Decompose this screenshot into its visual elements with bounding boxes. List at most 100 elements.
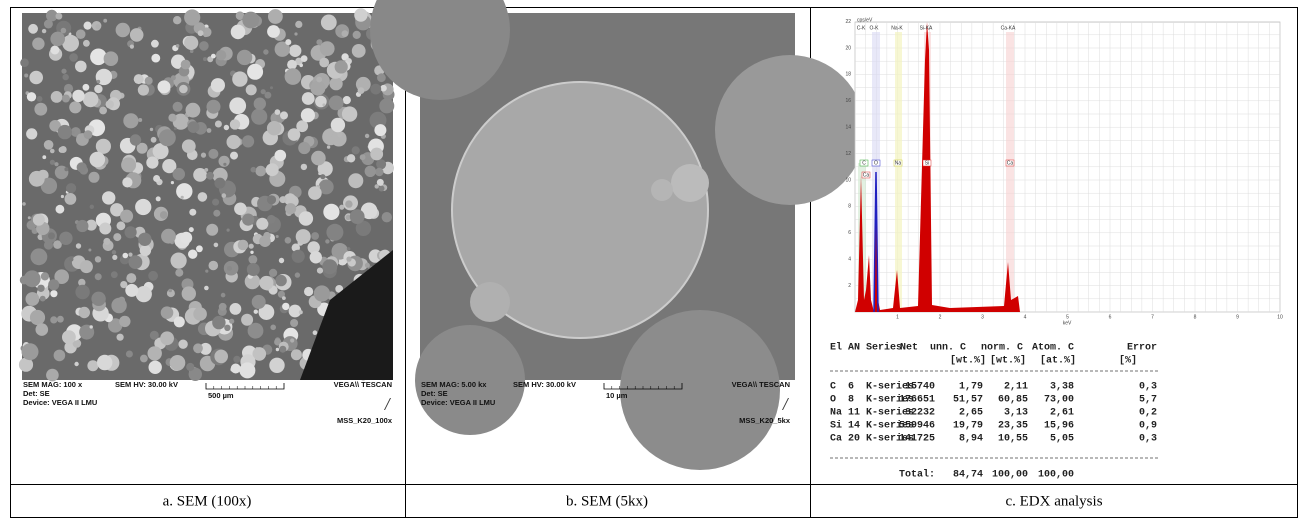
particle bbox=[275, 150, 287, 162]
particle bbox=[329, 96, 344, 111]
file-name: MSS_K20_100x bbox=[337, 416, 393, 425]
particle bbox=[97, 355, 112, 370]
particle bbox=[102, 191, 115, 204]
particle bbox=[299, 64, 303, 68]
table-cell: 32232 bbox=[905, 408, 935, 419]
particle bbox=[370, 84, 381, 95]
particle bbox=[249, 244, 254, 249]
particle bbox=[352, 44, 366, 58]
particle bbox=[347, 247, 351, 251]
y-unit: cps/eV bbox=[857, 17, 873, 23]
particle bbox=[65, 193, 77, 205]
particle bbox=[230, 152, 238, 160]
particle bbox=[168, 114, 176, 122]
x-tick-label: 1 bbox=[896, 314, 899, 320]
particle bbox=[48, 279, 59, 290]
particle bbox=[158, 80, 171, 93]
particle bbox=[241, 314, 253, 326]
particle bbox=[247, 64, 263, 80]
particle bbox=[61, 195, 64, 198]
table-cell: 5,05 bbox=[1050, 434, 1074, 445]
particle bbox=[150, 128, 153, 131]
particle bbox=[76, 220, 88, 232]
particle bbox=[135, 199, 151, 215]
line-label: C-K bbox=[857, 25, 866, 31]
particle bbox=[374, 124, 386, 136]
particle bbox=[270, 325, 276, 331]
particle bbox=[90, 205, 94, 209]
marker-label: O bbox=[874, 160, 878, 166]
particle bbox=[198, 192, 208, 202]
particle bbox=[382, 212, 392, 222]
sphere bbox=[470, 282, 510, 322]
x-tick-label: 6 bbox=[1109, 314, 1112, 320]
particle bbox=[377, 73, 386, 82]
particle bbox=[205, 270, 208, 273]
y-tick-label: 6 bbox=[848, 230, 851, 236]
particle bbox=[343, 96, 351, 104]
particle bbox=[44, 20, 53, 29]
particle bbox=[111, 298, 126, 313]
particle bbox=[314, 285, 330, 301]
particle bbox=[198, 30, 204, 36]
particle bbox=[69, 101, 81, 113]
particle bbox=[99, 107, 107, 115]
particle bbox=[151, 54, 160, 63]
grid bbox=[855, 22, 1280, 312]
particle bbox=[91, 292, 105, 306]
particle bbox=[289, 45, 301, 57]
particle bbox=[56, 205, 65, 214]
particle bbox=[42, 29, 46, 33]
particle bbox=[290, 338, 294, 342]
particle bbox=[117, 221, 126, 230]
table-cell: 2,61 bbox=[1050, 408, 1074, 419]
particle bbox=[299, 310, 303, 314]
particle bbox=[238, 240, 249, 251]
particle bbox=[57, 316, 64, 323]
particle bbox=[330, 77, 343, 90]
peak-band bbox=[1006, 32, 1014, 312]
particle bbox=[337, 132, 342, 137]
particle bbox=[287, 60, 297, 70]
particle bbox=[97, 80, 101, 84]
marker-label: Ca bbox=[1007, 160, 1014, 166]
particle bbox=[301, 108, 315, 122]
y-tick-label: 12 bbox=[845, 151, 851, 157]
particle bbox=[178, 340, 187, 349]
particle bbox=[322, 103, 325, 106]
particle bbox=[326, 224, 343, 241]
table-unit: [wt.%] bbox=[950, 355, 986, 367]
caption: b. SEM (5kx) bbox=[566, 493, 648, 509]
particle bbox=[94, 85, 102, 93]
particle bbox=[214, 350, 228, 364]
particle bbox=[123, 253, 129, 259]
particle bbox=[295, 21, 302, 28]
particle bbox=[365, 166, 376, 177]
table-cell: 11 bbox=[848, 408, 860, 419]
particle bbox=[311, 232, 319, 240]
particle bbox=[80, 260, 93, 273]
particle bbox=[62, 95, 70, 103]
particle bbox=[214, 243, 219, 248]
particle bbox=[31, 248, 48, 265]
particle bbox=[186, 103, 201, 118]
particle bbox=[196, 245, 203, 252]
file-name: MSS_K20_5kx bbox=[739, 416, 791, 425]
particle bbox=[269, 358, 284, 373]
table-unit: [wt.%] bbox=[990, 355, 1026, 367]
particle bbox=[37, 96, 43, 102]
particle bbox=[242, 135, 254, 147]
scale-label: 500 µm bbox=[208, 391, 234, 400]
particle bbox=[75, 285, 89, 299]
table-cell: 2,65 bbox=[959, 408, 983, 419]
table-cell: 15740 bbox=[905, 382, 935, 393]
particle bbox=[379, 186, 385, 192]
particle bbox=[230, 303, 242, 315]
x-unit: keV bbox=[1063, 320, 1072, 326]
particle bbox=[269, 269, 277, 277]
particle bbox=[251, 167, 257, 173]
sphere bbox=[715, 55, 865, 205]
particle bbox=[353, 31, 361, 39]
x-tick-label: 4 bbox=[1024, 314, 1027, 320]
particle bbox=[201, 153, 206, 158]
